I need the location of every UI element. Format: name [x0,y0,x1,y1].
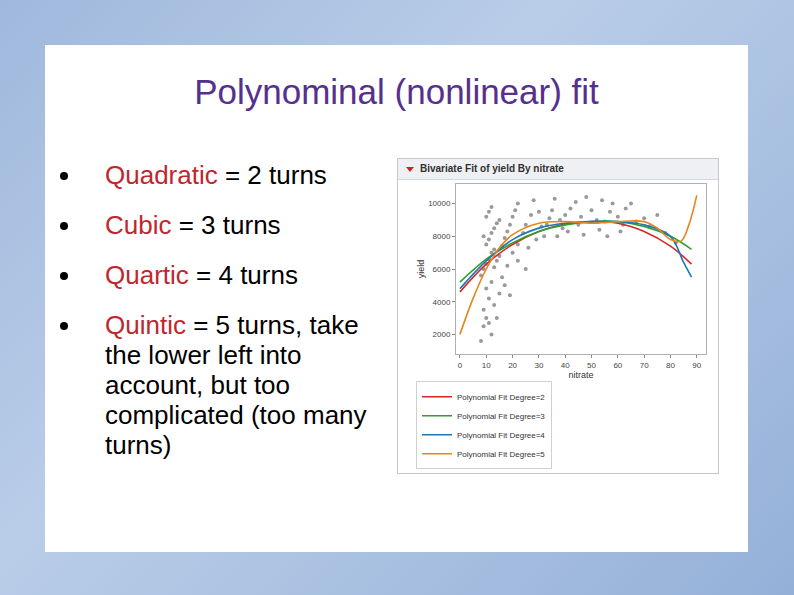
svg-text:60: 60 [613,361,622,370]
html-text:Quintic = 5 turns, take the lo: Quintic = 5 turns, take the lower left i… [105,310,367,460]
html-text:Quartic = 4 turns: Quartic = 4 turns [105,260,298,290]
svg-text:50: 50 [587,361,596,370]
svg-text:80: 80 [666,361,675,370]
svg-text:8000: 8000 [433,232,451,241]
svg-text:10: 10 [482,361,491,370]
html-text:Quadratic = 2 turns: Quadratic = 2 turns [105,160,327,190]
svg-text:40: 40 [561,361,570,370]
html-text:Bivariate Fit of yield By nitr: Bivariate Fit of yield By nitrate [420,163,564,174]
svg-text:Polynomial Fit Degree=4: Polynomial Fit Degree=4 [457,431,545,440]
html-text:Cubic = 3 turns: Cubic = 3 turns [105,210,281,240]
svg-text:30: 30 [534,361,543,370]
svg-text:Polynomial Fit Degree=2: Polynomial Fit Degree=2 [457,393,545,402]
svg-text:2000: 2000 [433,330,451,339]
svg-text:10000: 10000 [428,199,451,208]
svg-text:0: 0 [458,361,463,370]
svg-text:Polynomial Fit Degree=3: Polynomial Fit Degree=3 [457,412,545,421]
svg-text:Polynomial Fit Degree=5: Polynomial Fit Degree=5 [457,450,545,459]
svg-text:70: 70 [640,361,649,370]
svg-text:nitrate: nitrate [568,370,593,380]
svg-text:20: 20 [508,361,517,370]
svg-text:90: 90 [692,361,701,370]
html-text:Polynominal (nonlinear) fit: Polynominal (nonlinear) fit [194,72,599,111]
svg-text:yield: yield [416,260,426,279]
svg-text:4000: 4000 [433,297,451,306]
svg-text:6000: 6000 [433,265,451,274]
